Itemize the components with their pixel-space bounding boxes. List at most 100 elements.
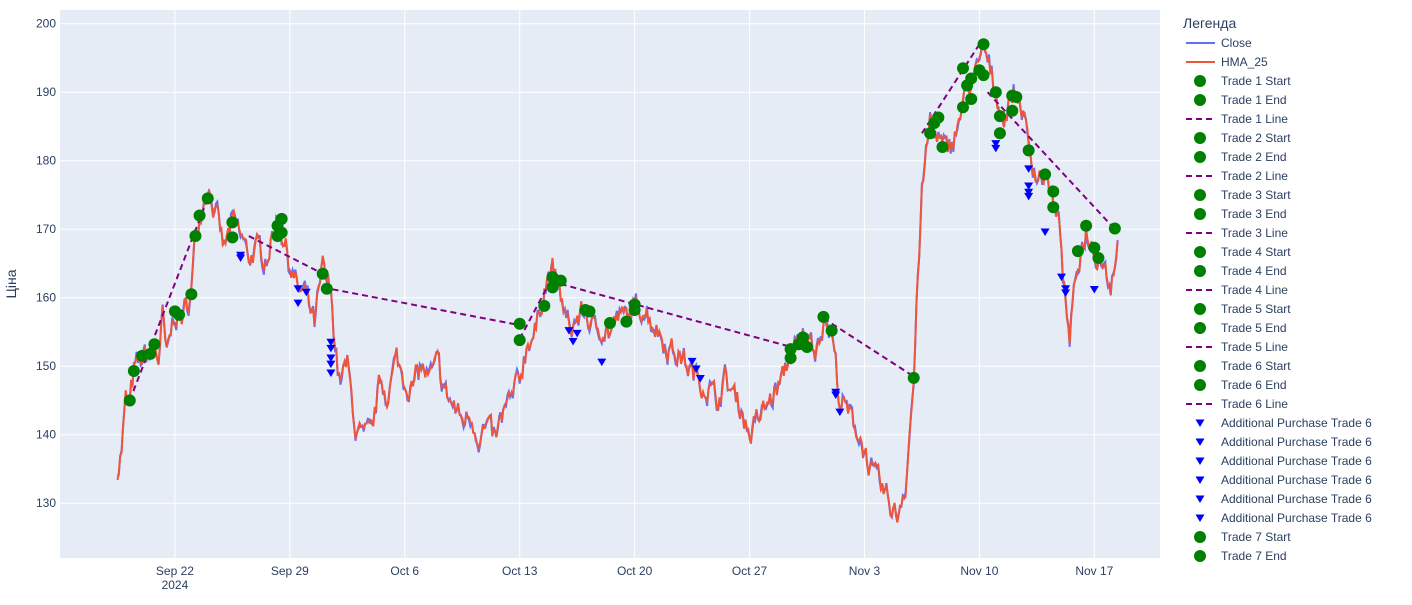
trade-line-4 <box>518 276 554 340</box>
trade-marker <box>825 324 838 337</box>
trade-line-7 <box>921 43 981 134</box>
legend-label: Trade 4 End <box>1221 264 1287 278</box>
trade-marker <box>546 281 559 294</box>
additional-purchase-marker <box>293 299 303 308</box>
trade-marker <box>226 216 239 229</box>
legend-item: Trade 3 Start <box>1194 188 1291 202</box>
x-tick-label: Oct 27 <box>732 564 768 578</box>
legend-triangle-swatch <box>1195 419 1205 427</box>
trade-marker <box>977 38 990 51</box>
additional-purchase-marker <box>1056 273 1066 282</box>
trade-marker <box>784 351 797 364</box>
legend-item: Trade 1 Start <box>1194 74 1291 88</box>
trade-marker <box>1080 219 1093 232</box>
trade-marker <box>965 72 978 85</box>
legend-item: Additional Purchase Trade 6 <box>1195 435 1372 449</box>
legend-circle-swatch <box>1194 246 1206 258</box>
y-tick-label: 170 <box>36 222 56 236</box>
legend-item: Close <box>1186 36 1252 50</box>
legend-label: Additional Purchase Trade 6 <box>1221 492 1372 506</box>
legend-label: Additional Purchase Trade 6 <box>1221 435 1372 449</box>
additional-purchase-marker <box>326 344 336 353</box>
legend-item: Trade 5 Line <box>1186 340 1288 354</box>
additional-purchase-marker <box>1024 182 1034 191</box>
x-tick-label: Sep 29 <box>271 564 309 578</box>
additional-purchase-marker <box>695 375 705 383</box>
trade-line-3 <box>322 286 520 327</box>
trade-marker <box>965 93 978 106</box>
additional-purchase-marker <box>991 140 1001 148</box>
trade-marker <box>1088 241 1101 254</box>
legend-label: Trade 5 Line <box>1221 340 1288 354</box>
legend-item: Additional Purchase Trade 6 <box>1195 511 1372 525</box>
legend-circle-swatch <box>1194 208 1206 220</box>
legend-item: Trade 6 Line <box>1186 397 1288 411</box>
trade-marker <box>513 334 526 347</box>
legend-item: Trade 4 End <box>1194 264 1287 278</box>
trade-marker <box>620 315 633 328</box>
legend-circle-swatch <box>1194 379 1206 391</box>
additional-purchase-marker <box>572 329 582 338</box>
trade-marker <box>956 101 969 114</box>
legend-item: Trade 4 Start <box>1194 245 1291 259</box>
additional-purchase-marker <box>1024 165 1034 173</box>
trade-marker <box>956 62 969 75</box>
trade-marker <box>993 110 1006 123</box>
legend-item: Trade 6 Start <box>1194 359 1291 373</box>
trade-marker <box>1092 251 1105 264</box>
x-tick-label: Oct 20 <box>617 564 653 578</box>
legend-triangle-swatch <box>1195 438 1205 446</box>
legend: Легенда Close HMA_25 Trade 1 Start Trade 1 E… <box>1183 15 1372 562</box>
legend-item: Additional Purchase Trade 6 <box>1195 416 1372 430</box>
legend-circle-swatch <box>1194 531 1206 543</box>
y-tick-label: 150 <box>36 359 56 373</box>
legend-label: Additional Purchase Trade 6 <box>1221 454 1372 468</box>
additional-purchase-marker <box>1061 289 1071 297</box>
legend-label: Trade 3 End <box>1221 207 1287 221</box>
x-tick-label: Nov 10 <box>960 564 998 578</box>
legend-triangle-swatch <box>1195 495 1205 503</box>
legend-label: Trade 7 Start <box>1221 530 1291 544</box>
legend-item: Trade 7 Start <box>1194 530 1291 544</box>
legend-triangle-swatch <box>1195 457 1205 465</box>
legend-item: HMA_25 <box>1186 55 1268 69</box>
trade-marker <box>554 274 567 287</box>
hma25-series-line <box>116 39 1119 523</box>
legend-label: Additional Purchase Trade 6 <box>1221 511 1372 525</box>
trade-marker <box>127 364 140 377</box>
legend-label: Trade 6 Line <box>1221 397 1288 411</box>
legend-circle-swatch <box>1194 265 1206 277</box>
trade-marker <box>1006 104 1019 117</box>
trade-marker <box>144 347 157 360</box>
legend-label: Trade 5 Start <box>1221 302 1291 316</box>
trade-marker <box>275 226 288 239</box>
legend-label: Trade 4 Start <box>1221 245 1291 259</box>
legend-label: Trade 2 End <box>1221 150 1287 164</box>
additional-purchase-marker <box>687 357 697 366</box>
trade-marker <box>924 127 937 140</box>
trade-marker <box>628 298 641 311</box>
y-tick-label: 160 <box>36 291 56 305</box>
x-tick-label: Oct 6 <box>390 564 419 578</box>
trade-marker <box>993 127 1006 140</box>
trade-marker <box>320 282 333 295</box>
x-tick-label: Oct 13 <box>502 564 538 578</box>
legend-label: Additional Purchase Trade 6 <box>1221 416 1372 430</box>
legend-label: Trade 4 Line <box>1221 283 1288 297</box>
additional-purchase-marker <box>831 391 841 399</box>
additional-purchase-marker <box>1024 188 1034 197</box>
y-tick-label: 200 <box>36 17 56 31</box>
additional-purchase-marker <box>1040 228 1050 236</box>
legend-circle-swatch <box>1194 132 1206 144</box>
legend-title: Легенда <box>1183 15 1236 31</box>
trade-marker <box>989 86 1002 99</box>
trade-marker <box>185 288 198 301</box>
legend-circle-swatch <box>1194 94 1206 106</box>
trade-line-5 <box>560 283 800 351</box>
trade-marker <box>907 371 920 384</box>
trade-marker <box>148 338 161 351</box>
legend-label: Trade 2 Start <box>1221 131 1291 145</box>
additional-purchase-marker <box>568 338 578 346</box>
y-tick-label: 130 <box>36 496 56 510</box>
